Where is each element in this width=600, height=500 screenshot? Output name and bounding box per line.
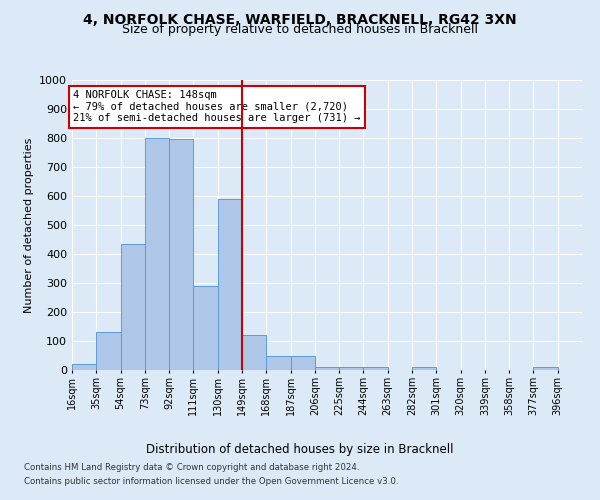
Y-axis label: Number of detached properties: Number of detached properties bbox=[23, 138, 34, 312]
Text: Contains HM Land Registry data © Crown copyright and database right 2024.: Contains HM Land Registry data © Crown c… bbox=[24, 464, 359, 472]
Bar bbox=[364, 367, 388, 370]
Bar bbox=[72, 364, 96, 370]
Bar bbox=[145, 138, 169, 370]
Bar bbox=[412, 367, 436, 370]
Bar bbox=[339, 367, 364, 370]
Bar bbox=[315, 367, 339, 370]
Bar bbox=[533, 367, 558, 370]
Bar bbox=[121, 244, 145, 370]
Bar bbox=[169, 140, 193, 370]
Text: 4, NORFOLK CHASE, WARFIELD, BRACKNELL, RG42 3XN: 4, NORFOLK CHASE, WARFIELD, BRACKNELL, R… bbox=[83, 12, 517, 26]
Bar bbox=[290, 356, 315, 370]
Bar bbox=[266, 356, 290, 370]
Bar bbox=[96, 332, 121, 370]
Text: Distribution of detached houses by size in Bracknell: Distribution of detached houses by size … bbox=[146, 442, 454, 456]
Bar bbox=[193, 286, 218, 370]
Text: 4 NORFOLK CHASE: 148sqm
← 79% of detached houses are smaller (2,720)
21% of semi: 4 NORFOLK CHASE: 148sqm ← 79% of detache… bbox=[73, 90, 361, 124]
Bar bbox=[218, 199, 242, 370]
Text: Size of property relative to detached houses in Bracknell: Size of property relative to detached ho… bbox=[122, 24, 478, 36]
Bar bbox=[242, 335, 266, 370]
Text: Contains public sector information licensed under the Open Government Licence v3: Contains public sector information licen… bbox=[24, 477, 398, 486]
